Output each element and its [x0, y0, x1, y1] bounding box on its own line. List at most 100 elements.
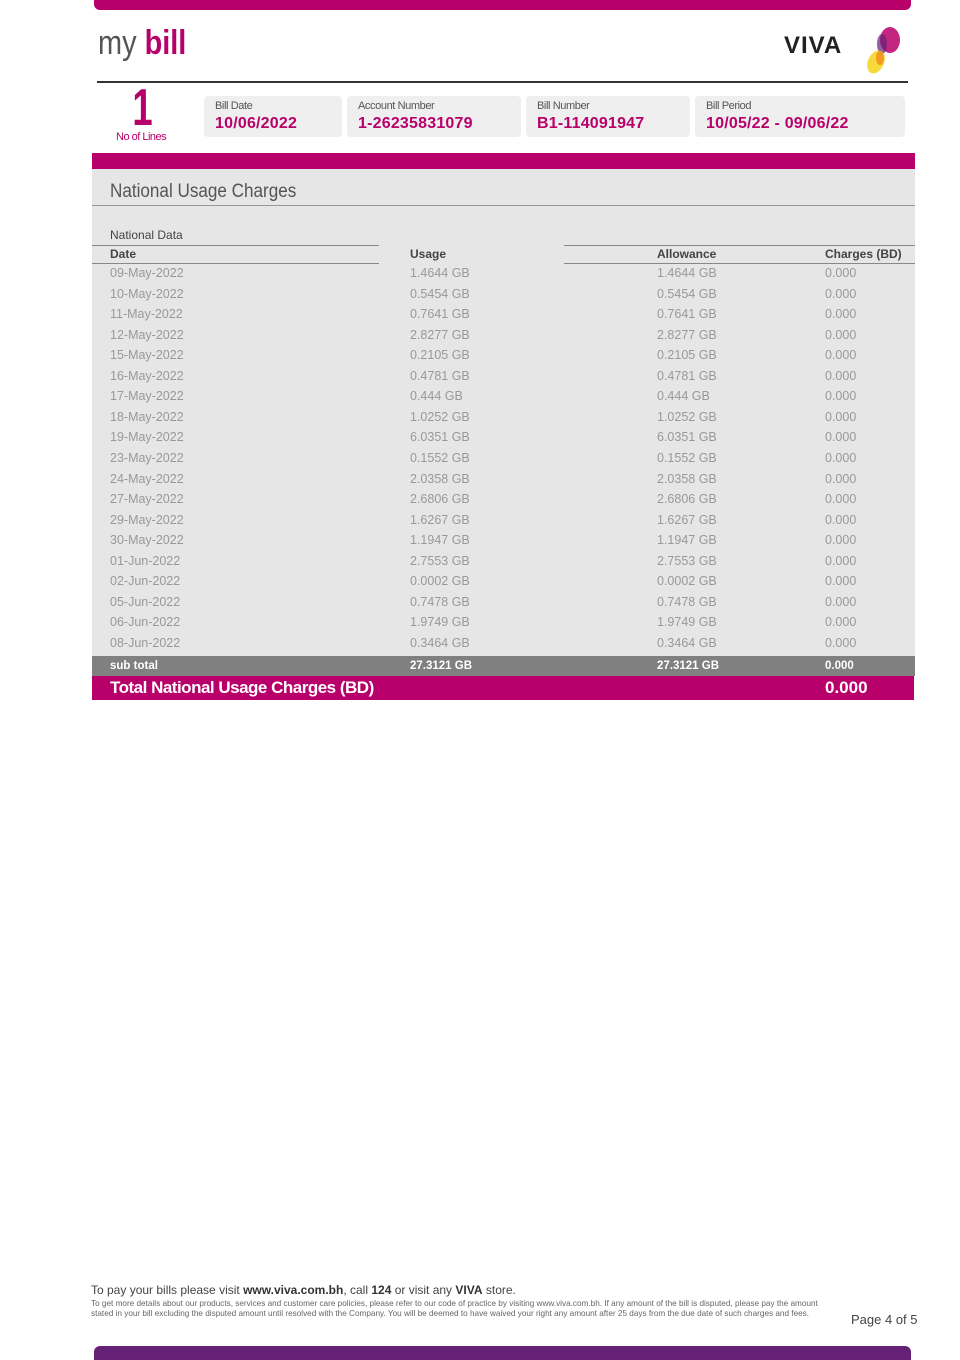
table-row: 27-May-2022 2.6806 GB 2.6806 GB 0.000: [92, 492, 915, 512]
cell-allowance: 1.1947 GB: [657, 533, 717, 548]
table-row: 02-Jun-2022 0.0002 GB 0.0002 GB 0.000: [92, 574, 915, 594]
cell-charges: 0.000: [825, 492, 857, 507]
usage-panel: [92, 169, 915, 657]
section-title: National Usage Charges: [110, 181, 297, 202]
butterfly-logo-icon: [867, 27, 900, 74]
website-link[interactable]: www.viva.com.bh: [243, 1283, 344, 1297]
table-row: 23-May-2022 0.1552 GB 0.1552 GB 0.000: [92, 451, 915, 471]
pay-text: To pay your bills please visit: [91, 1283, 244, 1297]
phone-number: 124: [371, 1283, 392, 1297]
cell-date: 16-May-2022: [110, 368, 184, 383]
page-number: Page 4 of 5: [851, 1312, 918, 1327]
cell-usage: 1.0252 GB: [410, 409, 470, 424]
cell-usage: 6.0351 GB: [410, 430, 470, 445]
cell-usage: 1.6267 GB: [410, 512, 470, 527]
lines-label: No of Lines: [116, 131, 167, 143]
cell-date: 05-Jun-2022: [110, 594, 181, 609]
cell-usage: 0.444 GB: [410, 389, 463, 404]
pay-text: or visit any: [391, 1283, 456, 1297]
column-header-charges: Charges (BD): [825, 247, 902, 261]
table-row: 06-Jun-2022 1.9749 GB 1.9749 GB 0.000: [92, 615, 915, 635]
cell-date: 02-Jun-2022: [110, 574, 181, 589]
cell-allowance: 1.4644 GB: [657, 266, 717, 280]
bill-number-box: Bill Number B1-114091947: [526, 96, 690, 137]
column-header-allowance: Allowance: [657, 247, 717, 261]
cell-charges: 0.000: [825, 512, 857, 527]
subtotal-row: sub total 27.3121 GB 27.3121 GB 0.000: [92, 656, 915, 676]
cell-usage: 2.7553 GB: [410, 553, 470, 568]
cell-charges: 0.000: [825, 615, 857, 630]
bill-period-value: 10/05/22 - 09/06/22: [706, 115, 849, 132]
cell-charges: 0.000: [825, 635, 857, 650]
total-row: Total National Usage Charges (BD) 0.000: [92, 676, 914, 700]
cell-usage: 2.8277 GB: [410, 327, 470, 342]
cell-charges: 0.000: [825, 594, 857, 609]
cell-date: 12-May-2022: [110, 327, 184, 342]
cell-date: 27-May-2022: [110, 492, 184, 507]
cell-date: 17-May-2022: [110, 389, 184, 404]
cell-date: 11-May-2022: [110, 307, 183, 322]
fine-print: To get more details about our products, …: [91, 1299, 818, 1318]
cell-allowance: 1.0252 GB: [657, 409, 717, 424]
cell-usage: 0.7641 GB: [410, 307, 470, 322]
cell-allowance: 2.6806 GB: [657, 492, 717, 507]
cell-date: 01-Jun-2022: [110, 553, 181, 568]
cell-usage: 0.1552 GB: [410, 450, 470, 465]
cell-usage: 0.0002 GB: [410, 574, 470, 589]
cell-date: 24-May-2022: [110, 471, 184, 486]
cell-allowance: 0.3464 GB: [657, 635, 717, 650]
lines-count: 1: [132, 79, 153, 137]
pay-text: store.: [482, 1283, 516, 1297]
table-row: 09-May-2022 1.4644 GB 1.4644 GB 0.000: [92, 266, 915, 286]
cell-charges: 0.000: [825, 266, 857, 280]
bill-period-box: Bill Period 10/05/22 - 09/06/22: [695, 96, 905, 137]
table-row: 12-May-2022 2.8277 GB 2.8277 GB 0.000: [92, 328, 915, 348]
column-header-date: Date: [110, 247, 137, 261]
cell-allowance: 0.444 GB: [657, 389, 710, 404]
cell-usage: 0.4781 GB: [410, 368, 470, 383]
section-divider: [92, 205, 915, 206]
table-row: 01-Jun-2022 2.7553 GB 2.7553 GB 0.000: [92, 554, 915, 574]
cell-date: 10-May-2022: [110, 286, 184, 301]
cell-usage: 2.6806 GB: [410, 492, 470, 507]
bottom-brand-bar: [94, 1346, 911, 1360]
cell-allowance: 0.4781 GB: [657, 368, 717, 383]
cell-charges: 0.000: [825, 307, 857, 322]
cell-charges: 0.000: [825, 471, 857, 486]
cell-allowance: 0.7478 GB: [657, 594, 717, 609]
header-rule: [564, 245, 915, 246]
account-number-value: 1-26235831079: [358, 115, 473, 132]
cell-date: 29-May-2022: [110, 512, 184, 527]
table-row: 08-Jun-2022 0.3464 GB 0.3464 GB 0.000: [92, 636, 915, 656]
header-rule: [564, 263, 915, 264]
cell-usage: 0.7478 GB: [410, 594, 470, 609]
cell-allowance: 2.7553 GB: [657, 553, 717, 568]
table-row: 05-Jun-2022 0.7478 GB 0.7478 GB 0.000: [92, 595, 915, 615]
bill-date-box: Bill Date 10/06/2022: [204, 96, 342, 137]
pay-text: , call: [343, 1283, 372, 1297]
header-divider: [97, 81, 908, 83]
cell-allowance: 2.8277 GB: [657, 327, 717, 342]
total-value: 0.000: [825, 678, 868, 697]
cell-charges: 0.000: [825, 450, 857, 465]
cell-charges: 0.000: [825, 286, 857, 301]
cell-date: 06-Jun-2022: [110, 615, 181, 630]
subsection-title: National Data: [110, 228, 183, 242]
subtotal-usage: 27.3121 GB: [410, 660, 473, 672]
cell-date: 19-May-2022: [110, 430, 184, 445]
header-rule: [92, 245, 379, 246]
cell-allowance: 0.7641 GB: [657, 307, 717, 322]
table-row: 17-May-2022 0.444 GB 0.444 GB 0.000: [92, 389, 915, 409]
logo-my-text: my: [98, 24, 137, 62]
cell-date: 18-May-2022: [110, 409, 184, 424]
top-brand-bar: [94, 0, 911, 10]
cell-allowance: 0.5454 GB: [657, 286, 717, 301]
table-row: 24-May-2022 2.0358 GB 2.0358 GB 0.000: [92, 472, 915, 492]
cell-usage: 1.9749 GB: [410, 615, 470, 630]
cell-date: 23-May-2022: [110, 450, 184, 465]
cell-allowance: 1.9749 GB: [657, 615, 717, 630]
cell-date: 30-May-2022: [110, 533, 184, 548]
header-rule: [92, 263, 379, 264]
cell-usage: 0.3464 GB: [410, 635, 470, 650]
table-row: 29-May-2022 1.6267 GB 1.6267 GB 0.000: [92, 513, 915, 533]
